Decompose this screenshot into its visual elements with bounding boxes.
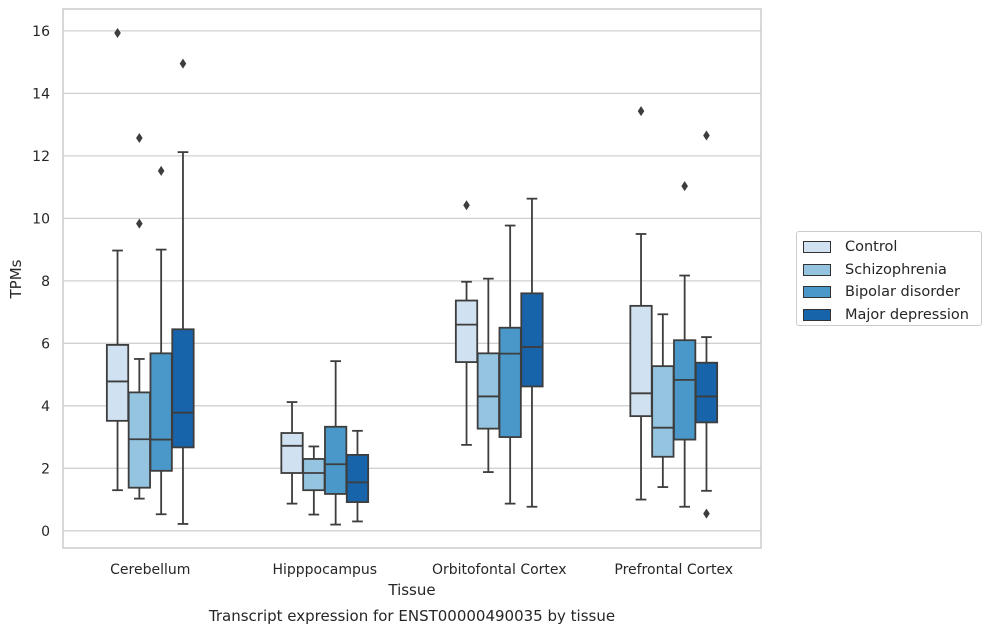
box-plot-area <box>105 28 719 526</box>
x-tick-label-prefrontal-cortex: Prefrontal Cortex <box>614 562 733 578</box>
legend-item-major-depression: Major depression <box>797 304 981 327</box>
box-cerebellum-schizophrenia <box>127 133 151 500</box>
iqr-box-orbitofontal-cortex-bipolar-disorder <box>498 326 522 438</box>
box-orbitofontal-cortex-schizophrenia <box>476 277 500 473</box>
box-cerebellum-major-depression <box>171 58 195 525</box>
iqr-box-orbitofontal-cortex-major-depression <box>520 292 544 388</box>
iqr-box-cerebellum-control <box>105 343 130 422</box>
y-axis-label: TPMs <box>7 259 25 299</box>
box-hipppocampus-bipolar-disorder <box>324 360 348 526</box>
legend-label-control: Control <box>845 239 898 256</box>
y-tick-label-8: 8 <box>41 274 50 290</box>
legend-swatch-schizophrenia <box>803 263 831 276</box>
outlier-cerebellum-major-depression-0 <box>179 58 187 69</box>
x-tick-label-cerebellum: Cerebellum <box>110 562 190 578</box>
y-tick-label-14: 14 <box>32 86 50 102</box>
iqr-box-hipppocampus-bipolar-disorder <box>324 425 348 495</box>
y-axis-ticks: 0 2 4 6 8 10 12 14 16 <box>32 24 50 540</box>
x-tick-label-hipppocampus: Hipppocampus <box>272 562 377 578</box>
legend-item-control: Control <box>797 236 981 259</box>
legend-swatch-control <box>803 241 831 254</box>
legend-label-schizophrenia: Schizophrenia <box>845 261 947 278</box>
y-tick-label-16: 16 <box>32 24 50 40</box>
box-hipppocampus-schizophrenia <box>302 445 326 516</box>
x-tick-label-orbitofontal-cortex: Orbitofontal Cortex <box>432 562 567 578</box>
iqr-box-orbitofontal-cortex-control <box>454 299 479 363</box>
box-cerebellum-control <box>105 28 130 492</box>
box-prefrontal-cortex-bipolar-disorder <box>673 181 697 508</box>
y-tick-label-0: 0 <box>41 524 50 540</box>
box-orbitofontal-cortex-bipolar-disorder <box>498 224 522 505</box>
box-prefrontal-cortex-control <box>629 106 653 501</box>
box-prefrontal-cortex-major-depression <box>694 130 719 519</box>
outlier-orbitofontal-cortex-control-0 <box>463 200 470 211</box>
plot-frame <box>62 8 762 549</box>
iqr-box-hipppocampus-control <box>280 432 304 474</box>
y-tick-label-10: 10 <box>32 211 50 227</box>
iqr-box-orbitofontal-cortex-schizophrenia <box>476 352 500 430</box>
legend-item-bipolar-disorder: Bipolar disorder <box>797 281 981 304</box>
iqr-box-cerebellum-bipolar-disorder <box>149 352 173 472</box>
box-prefrontal-cortex-schizophrenia <box>651 313 675 488</box>
legend-label-bipolar-disorder: Bipolar disorder <box>845 284 960 301</box>
box-hipppocampus-major-depression <box>345 429 370 523</box>
legend: Control Schizophrenia Bipolar disorder M… <box>796 231 982 326</box>
x-axis-ticks: Cerebellum Hipppocampus Orbitofontal Corte… <box>110 562 733 578</box>
outlier-prefrontal-cortex-bipolar-disorder-0 <box>681 181 688 192</box>
y-tick-label-4: 4 <box>41 399 50 415</box>
legend-item-schizophrenia: Schizophrenia <box>797 259 981 282</box>
legend-swatch-major-depression <box>803 308 831 321</box>
legend-label-major-depression: Major depression <box>845 306 969 323</box>
iqr-box-hipppocampus-schizophrenia <box>302 458 326 492</box>
legend-swatch-bipolar-disorder <box>803 286 831 299</box>
iqr-box-cerebellum-major-depression <box>171 328 195 449</box>
y-tick-label-12: 12 <box>32 149 50 165</box>
box-orbitofontal-cortex-major-depression <box>520 197 544 508</box>
outlier-cerebellum-bipolar-disorder-0 <box>157 165 165 176</box>
box-orbitofontal-cortex-control <box>454 200 479 446</box>
iqr-box-prefrontal-cortex-bipolar-disorder <box>673 339 697 441</box>
y-tick-label-6: 6 <box>41 336 50 352</box>
outlier-cerebellum-schizophrenia-0 <box>136 218 143 229</box>
outlier-cerebellum-schizophrenia-1 <box>136 133 143 144</box>
box-hipppocampus-control <box>280 401 304 505</box>
y-tick-label-2: 2 <box>41 461 50 477</box>
outlier-cerebellum-control-0 <box>114 28 121 39</box>
iqr-box-hipppocampus-major-depression <box>345 453 370 503</box>
outlier-prefrontal-cortex-control-0 <box>637 106 645 117</box>
chart-title: Transcript expression for ENST0000049003… <box>208 607 615 625</box>
outlier-prefrontal-cortex-major-depression-1 <box>703 130 710 141</box>
x-axis-label: Tissue <box>387 581 435 599</box>
iqr-box-prefrontal-cortex-schizophrenia <box>651 365 675 458</box>
iqr-box-prefrontal-cortex-major-depression <box>694 361 719 424</box>
box-cerebellum-bipolar-disorder <box>149 165 173 516</box>
iqr-box-prefrontal-cortex-control <box>629 304 653 418</box>
outlier-prefrontal-cortex-major-depression-0 <box>703 508 710 519</box>
